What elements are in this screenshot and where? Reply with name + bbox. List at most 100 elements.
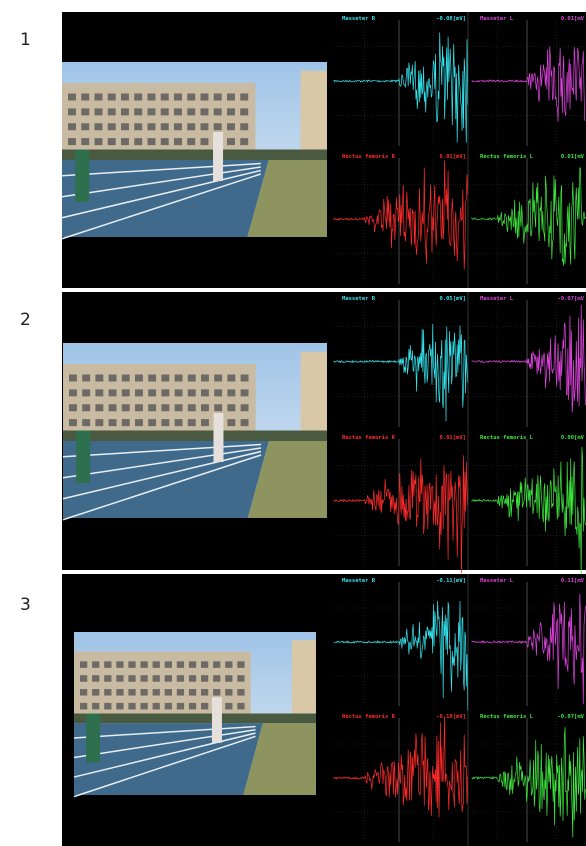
window bbox=[80, 661, 88, 668]
window bbox=[237, 675, 245, 682]
emg-channel: Masseter R -0.11[mV] bbox=[333, 578, 469, 711]
panel: 2 Masseter R 0.05[mV] Masseter L -0.07[mV Rec… bbox=[20, 292, 586, 577]
window bbox=[121, 93, 129, 101]
channel-value: -0.07[mV bbox=[558, 296, 585, 302]
window bbox=[174, 138, 182, 146]
runner bbox=[213, 132, 224, 181]
video-frame bbox=[73, 632, 316, 798]
trees bbox=[62, 149, 327, 160]
window bbox=[95, 389, 104, 397]
window bbox=[174, 108, 182, 116]
channel-value: 0.05[mV] bbox=[440, 296, 467, 302]
window bbox=[213, 689, 221, 696]
window bbox=[95, 419, 104, 427]
window bbox=[104, 702, 112, 710]
emg-channel: Rectus femoris L 0.00[mV bbox=[471, 435, 586, 577]
track bbox=[74, 723, 263, 795]
lane-line bbox=[62, 450, 262, 500]
window bbox=[240, 108, 249, 116]
window bbox=[176, 661, 185, 668]
window bbox=[140, 689, 148, 696]
window bbox=[176, 675, 185, 682]
window bbox=[213, 123, 222, 131]
window bbox=[240, 419, 249, 427]
emg-trace bbox=[471, 46, 586, 122]
window bbox=[188, 661, 197, 668]
window bbox=[187, 404, 196, 412]
window bbox=[152, 661, 160, 668]
channel-value: 0.00[mV bbox=[561, 435, 585, 441]
window bbox=[140, 675, 148, 682]
window bbox=[187, 123, 196, 131]
window bbox=[81, 93, 90, 101]
window bbox=[116, 702, 124, 710]
window bbox=[69, 404, 77, 412]
window bbox=[174, 404, 183, 412]
window bbox=[80, 702, 88, 710]
window bbox=[240, 138, 249, 146]
window bbox=[107, 138, 116, 146]
channel-value: 0.01[mV bbox=[561, 154, 585, 160]
window bbox=[148, 389, 157, 397]
window bbox=[227, 93, 235, 101]
window bbox=[81, 108, 90, 116]
window bbox=[225, 689, 233, 696]
window bbox=[116, 675, 124, 682]
window bbox=[92, 689, 100, 696]
building-right bbox=[300, 351, 327, 431]
window bbox=[227, 123, 235, 131]
window bbox=[134, 108, 143, 116]
window bbox=[213, 93, 222, 101]
window bbox=[176, 702, 185, 710]
channel-name: Rectus femoris R bbox=[342, 714, 396, 720]
window bbox=[160, 93, 169, 101]
window bbox=[160, 123, 169, 131]
window bbox=[174, 419, 183, 427]
window bbox=[214, 374, 223, 382]
window bbox=[227, 108, 235, 116]
video-frame bbox=[61, 62, 327, 240]
window bbox=[81, 123, 90, 131]
window bbox=[94, 93, 103, 101]
channel-value: -0.10[mV] bbox=[436, 714, 466, 720]
window bbox=[148, 404, 157, 412]
window bbox=[201, 419, 209, 427]
panel: 3 Masseter R -0.11[mV] Masseter L 0.11[mV Rec… bbox=[20, 574, 586, 846]
channel-value: 0.01[mV] bbox=[440, 435, 467, 441]
window bbox=[92, 675, 100, 682]
emg-trace bbox=[333, 323, 469, 422]
channel-name: Rectus femoris L bbox=[480, 435, 534, 441]
window bbox=[188, 702, 197, 710]
window bbox=[92, 661, 100, 668]
window bbox=[108, 374, 117, 382]
lane-line bbox=[73, 735, 256, 798]
window bbox=[188, 675, 197, 682]
building-right bbox=[291, 640, 316, 714]
window bbox=[200, 93, 209, 101]
window bbox=[121, 404, 130, 412]
window bbox=[104, 661, 112, 668]
window bbox=[164, 689, 172, 696]
window bbox=[80, 675, 88, 682]
runner-left bbox=[75, 149, 90, 202]
window bbox=[95, 404, 104, 412]
window bbox=[69, 374, 77, 382]
window bbox=[161, 419, 170, 427]
window bbox=[128, 661, 136, 668]
window bbox=[164, 675, 172, 682]
emg-channel: Rectus femoris R -0.10[mV] bbox=[333, 714, 469, 842]
channel-value: -0.11[mV] bbox=[436, 578, 466, 584]
window bbox=[81, 138, 90, 146]
emg-channel: Rectus femoris L -0.07[mV bbox=[471, 714, 586, 842]
window bbox=[121, 108, 129, 116]
runner bbox=[211, 697, 222, 743]
channel-value: 0.11[mV bbox=[561, 578, 585, 584]
window bbox=[200, 123, 209, 131]
window bbox=[147, 93, 156, 101]
window bbox=[148, 374, 157, 382]
video-frame bbox=[62, 343, 327, 521]
window bbox=[188, 689, 197, 696]
channel-name: Masseter L bbox=[480, 16, 514, 22]
panel-label: 2 bbox=[20, 310, 31, 330]
window bbox=[200, 108, 209, 116]
